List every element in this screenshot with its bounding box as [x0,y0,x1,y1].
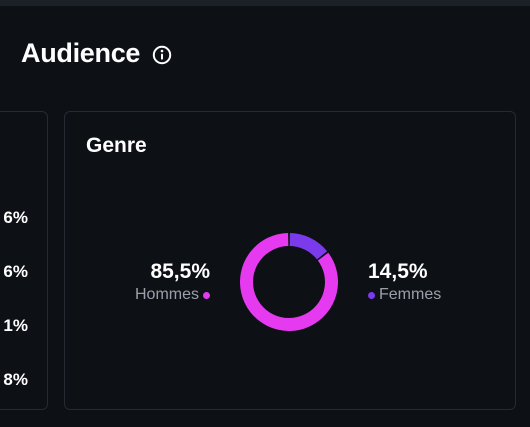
hommes-value: 85,5% [150,260,210,283]
femmes-label: Femmes [379,286,442,303]
info-icon[interactable] [152,45,172,65]
femmes-color-dot [368,291,375,299]
donut-slice-hommes[interactable] [240,233,338,331]
top-bar [0,0,530,6]
stat-percentage: 6% [3,208,28,227]
hommes-stat: 85,5% Hommes [135,259,210,305]
stat-percentage: 8% [3,370,28,389]
section-title: Audience [21,38,141,68]
gender-donut-chart [240,233,338,331]
stat-percentage: 1% [3,316,28,335]
femmes-legend: Femmes [368,285,441,305]
gender-card: Genre 85,5% Hommes 14,5% Femmes [64,111,516,410]
previous-stats-card: 6% 6% 1% 8% [0,111,48,410]
hommes-label: Hommes [134,286,199,303]
stat-percentage: 6% [3,262,28,281]
card-title: Genre [86,134,147,157]
femmes-stat: 14,5% Femmes [368,259,441,305]
hommes-color-dot [203,291,210,299]
hommes-legend: Hommes [135,285,210,305]
section-header: Audience [21,38,172,69]
femmes-value: 14,5% [368,260,428,283]
donut-slice-femmes[interactable] [289,233,328,260]
